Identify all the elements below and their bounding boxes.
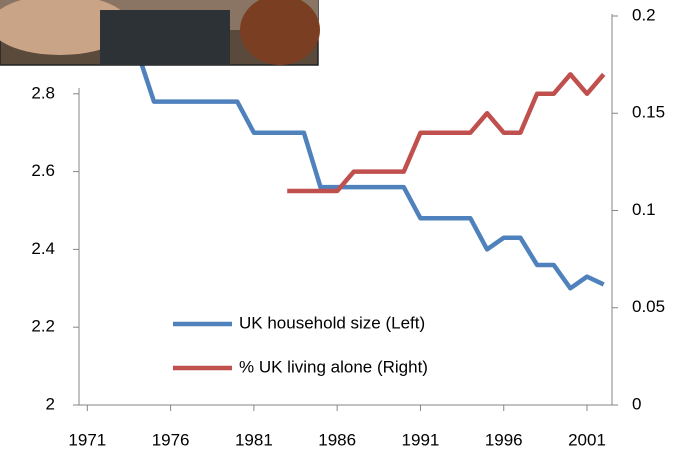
y-tick-label: 2.2 bbox=[31, 317, 55, 336]
y2-tick-label: 0.1 bbox=[632, 200, 656, 219]
y2-tick-label: 0 bbox=[632, 394, 641, 413]
photo-shape bbox=[100, 10, 230, 65]
x-tick-label: 1996 bbox=[485, 430, 523, 449]
series-line bbox=[135, 50, 605, 291]
y-tick-label: 2.4 bbox=[31, 239, 55, 258]
x-tick-label: 1986 bbox=[318, 430, 356, 449]
photo bbox=[0, 0, 320, 66]
y-tick-label: 2.8 bbox=[31, 83, 55, 102]
x-tick-label: 1991 bbox=[402, 430, 440, 449]
y2-tick-label: 0.2 bbox=[632, 5, 656, 24]
plot-area: 2 2.2 2.4 2.6 2.8 0 0.05 0.1 0.15 0.2 1971 1976 1981… bbox=[31, 5, 665, 449]
photo-shape bbox=[240, 0, 320, 65]
y-tick-label: 2 bbox=[46, 394, 55, 413]
x-tick-label: 2001 bbox=[568, 430, 606, 449]
legend-label: % UK living alone (Right) bbox=[239, 357, 428, 376]
x-tick-label: 1971 bbox=[68, 430, 106, 449]
y-tick-label: 2.6 bbox=[31, 161, 55, 180]
photo-shape bbox=[0, 0, 130, 55]
legend-label: UK household size (Left) bbox=[239, 313, 425, 332]
x-tick-label: 1981 bbox=[235, 430, 273, 449]
y2-tick-label: 0.05 bbox=[632, 297, 665, 316]
y2-tick-label: 0.15 bbox=[632, 103, 665, 122]
x-tick-label: 1976 bbox=[152, 430, 190, 449]
series-line bbox=[287, 72, 606, 194]
